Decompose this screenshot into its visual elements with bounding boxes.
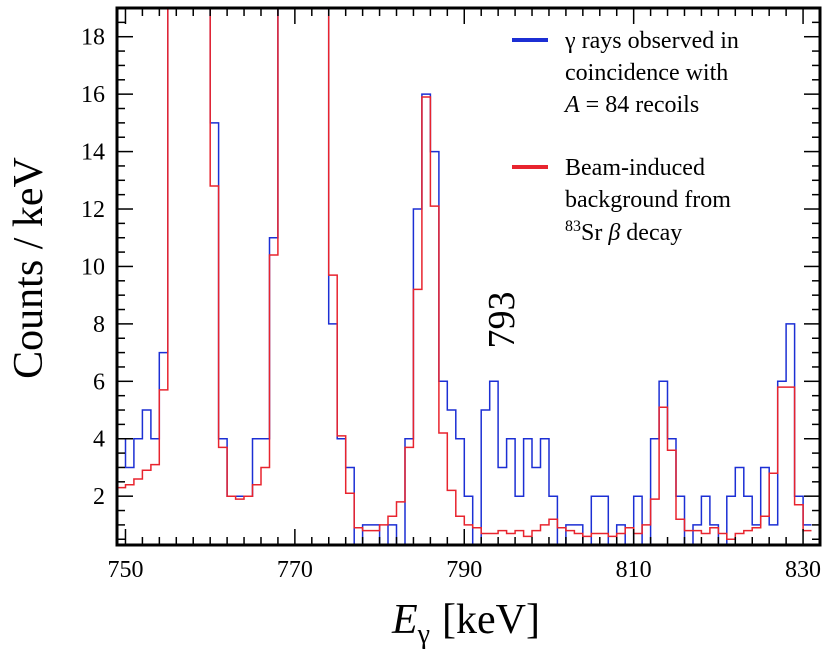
legend-text-background-2: background from bbox=[565, 187, 731, 213]
legend: γ rays observed in coincidence with A = … bbox=[512, 28, 739, 246]
x-tick-label-810: 810 bbox=[616, 557, 652, 583]
x-axis-label-symbol: E bbox=[391, 597, 418, 643]
y-tick-label-18: 18 bbox=[81, 25, 105, 51]
x-tick-label-770: 770 bbox=[277, 557, 313, 583]
x-tick-label-830: 830 bbox=[785, 557, 821, 583]
x-axis-label: Eγ [keV] bbox=[391, 597, 540, 650]
x-axis-label-unit: [keV] bbox=[442, 597, 540, 643]
series-background-line bbox=[117, 8, 812, 541]
legend-text-coincidence-3: A = 84 recoils bbox=[563, 92, 699, 118]
y-tick-label-16: 16 bbox=[81, 82, 105, 108]
y-axis-label: Counts / keV bbox=[6, 157, 52, 379]
legend-text-coincidence-2: coincidence with bbox=[565, 60, 728, 86]
x-axis-label-subscript: γ bbox=[417, 619, 430, 650]
y-tick-label-8: 8 bbox=[93, 312, 105, 338]
x-tick-label-790: 790 bbox=[446, 557, 482, 583]
y-tick-label-14: 14 bbox=[81, 140, 105, 166]
legend-text-background-1: Beam-induced bbox=[565, 155, 705, 181]
y-tick-label-10: 10 bbox=[81, 254, 105, 280]
peak-annotation-793: 793 bbox=[481, 292, 523, 349]
legend-text-background-3: 83Sr β decay bbox=[565, 218, 682, 246]
plot-frame bbox=[115, 6, 822, 547]
x-tick-label-750: 750 bbox=[107, 557, 143, 583]
legend-text-coincidence-1: γ rays observed in bbox=[564, 28, 739, 54]
y-tick-label-6: 6 bbox=[93, 369, 105, 395]
y-tick-label-12: 12 bbox=[81, 197, 105, 223]
y-tick-label-4: 4 bbox=[93, 427, 105, 453]
y-tick-label-2: 2 bbox=[93, 484, 105, 510]
